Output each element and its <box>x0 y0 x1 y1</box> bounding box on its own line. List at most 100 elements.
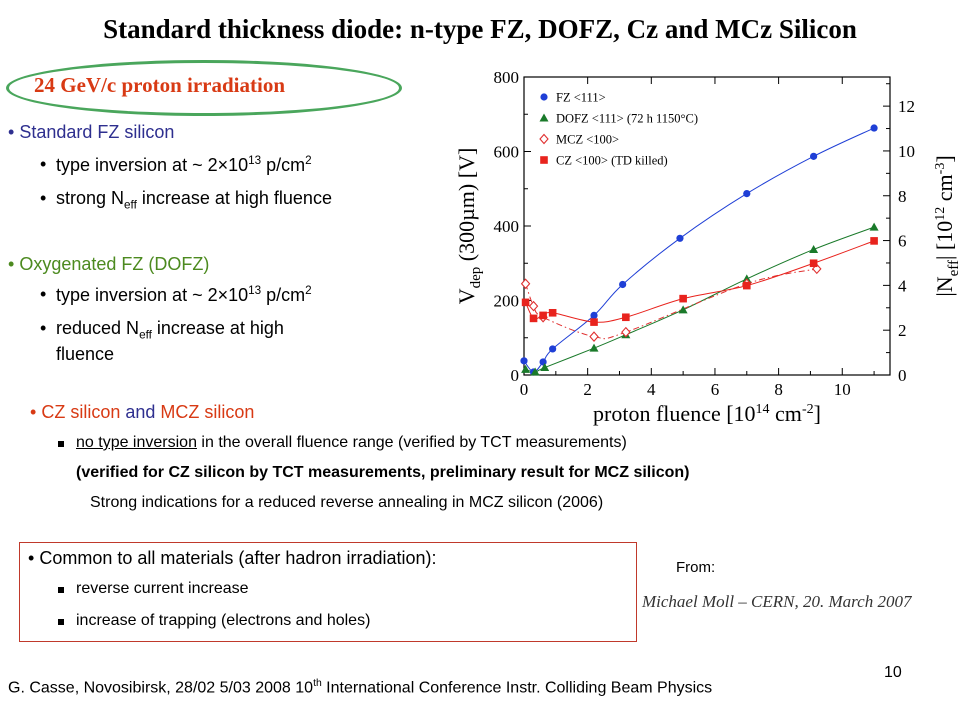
legend-marker-mcz <box>539 133 549 145</box>
subtitle-oval <box>6 60 402 116</box>
x-tick-label: 10 <box>834 380 851 399</box>
point-mcz <box>621 326 631 338</box>
bullet-dot: • <box>40 154 47 174</box>
legend-label-dofz: DOFZ <111> (72 h 1150°C) <box>556 112 698 126</box>
point-cz <box>870 237 878 245</box>
y2-tick-label: 4 <box>898 276 907 295</box>
common-heading-text: Common to all materials (after hadron ir… <box>39 548 437 568</box>
point-fz <box>539 358 547 366</box>
fz-group-heading: • Standard FZ silicon <box>8 122 174 143</box>
x-tick-label: 4 <box>647 380 656 399</box>
footer-part-b: International Conference Instr. Collidin… <box>321 679 713 697</box>
y2-tick-label: 0 <box>898 366 907 385</box>
dofz-b2-sub: eff <box>139 328 152 342</box>
dofz-b1-exponent: 13 <box>248 284 262 297</box>
point-cz <box>622 313 630 322</box>
point-fz <box>870 124 878 132</box>
fit-curve-dofz <box>525 226 875 373</box>
footer: G. Casse, Novosibirsk, 28/02 5/03 2008 1… <box>8 678 712 697</box>
point-dofz <box>678 305 688 314</box>
cz-heading-a: CZ silicon <box>41 402 121 422</box>
dofz-b1-text: type inversion at ~ 2×10 <box>56 285 249 305</box>
point-fz <box>619 280 627 289</box>
point-cz <box>529 314 538 323</box>
point-fz <box>810 152 818 160</box>
cz-group-heading: • CZ silicon and MCZ silicon <box>30 402 254 423</box>
dofz-bullet-2: • reduced Neff increase at high <box>40 318 284 342</box>
bullet-dot: • <box>40 318 47 338</box>
dofz-bullet-1: • type inversion at ~ 2×1013 p/cm2 <box>40 284 312 306</box>
data-points <box>520 124 879 376</box>
x-axis-label: proton fluence [1014 cm-2] <box>593 401 821 426</box>
point-dofz <box>530 367 540 376</box>
point-dofz <box>869 222 879 231</box>
y2-tick-label: 10 <box>898 142 915 161</box>
point-dofz <box>809 244 819 253</box>
y2-axis-label: |Neff| [1012 cm-3] <box>932 155 958 296</box>
common-heading: • Common to all materials (after hadron … <box>28 548 437 569</box>
cz-heading-b: MCZ silicon <box>160 402 255 422</box>
common-box <box>19 542 637 642</box>
chart-legend: FZ <111> DOFZ <111> (72 h 1150°C) MCZ <100… <box>539 91 698 168</box>
page-number: 10 <box>884 664 902 681</box>
point-mcz <box>528 300 539 312</box>
y-tick-label: 800 <box>494 68 520 87</box>
point-fz <box>520 357 528 365</box>
bullet-dot: • <box>40 188 47 208</box>
legend-label-fz: FZ <111> <box>556 91 606 105</box>
fit-curve-fz <box>523 127 875 373</box>
fz-bullet-1: • type inversion at ~ 2×1013 p/cm2 <box>40 154 312 176</box>
square-bullet <box>58 619 64 625</box>
square-bullet <box>58 587 64 593</box>
x-tick-label: 0 <box>520 380 529 399</box>
fz-b2-pre: strong N <box>56 188 125 208</box>
dofz-b1-unit: p/cm <box>261 285 306 305</box>
dofz-bullet-2-line2: fluence <box>56 344 115 364</box>
dofz-group-heading: • Oxygenated FZ (DOFZ) <box>8 254 209 275</box>
cz-line-1-underlined: no type inversion <box>76 434 197 451</box>
cz-line-3: Strong indications for a reduced reverse… <box>90 494 604 511</box>
cz-line-1-rest: in the overall fluence range (verified b… <box>196 434 627 451</box>
from-label: From: <box>676 559 716 576</box>
dofz-b2-pre: reduced N <box>56 318 140 338</box>
y-tick-label: 600 <box>494 143 520 162</box>
legend-marker-dofz <box>539 113 549 122</box>
fit-curve-mcz <box>525 268 817 340</box>
point-fz <box>676 234 684 242</box>
common-b1-text: reverse current increase <box>76 580 249 597</box>
fz-heading-text: Standard FZ silicon <box>19 122 175 142</box>
common-bullet-1: reverse current increase <box>58 580 249 598</box>
point-cz <box>590 318 598 326</box>
common-bullet-2: increase of trapping (electrons and hole… <box>58 612 370 630</box>
y2-tick-label: 6 <box>898 232 907 251</box>
point-dofz <box>521 364 531 373</box>
dofz-heading-text: Oxygenated FZ (DOFZ) <box>19 254 210 274</box>
point-fz <box>590 311 598 319</box>
legend-marker-fz <box>540 93 548 101</box>
depletion-voltage-chart: 0 2 4 6 8 10 0 200 400 600 800 0 2 4 6 8 10 12 FZ <111> DO… <box>458 68 958 426</box>
point-dofz <box>540 363 550 372</box>
y2-tick-label: 12 <box>898 97 915 116</box>
fz-b1-unit-exp: 2 <box>305 154 312 167</box>
y2-tick-label: 8 <box>898 187 907 206</box>
point-cz <box>521 298 530 307</box>
x-tick-label: 6 <box>711 380 720 399</box>
fit-curve-cz <box>525 240 875 323</box>
page-title: Standard thickness diode: n-type FZ, DOF… <box>103 14 857 44</box>
bullet-dot: • <box>8 122 15 142</box>
x-tick-label: 2 <box>583 380 592 399</box>
point-fz <box>743 189 751 198</box>
fz-b1-text: type inversion at ~ 2×10 <box>56 155 249 175</box>
legend-marker-cz <box>540 156 548 164</box>
y2-tick-label: 2 <box>898 321 907 340</box>
y-tick-label: 400 <box>494 217 520 236</box>
bullet-dot: • <box>8 254 15 274</box>
axis-labels: proton fluence [1014 cm-2] Vdep (300µm) [… <box>458 148 958 426</box>
subtitle: 24 GeV/c proton irradiation <box>34 73 286 97</box>
point-cz <box>742 281 751 290</box>
credit: Michael Moll – CERN, 20. March 2007 <box>642 592 912 611</box>
legend-label-mcz: MCZ <100> <box>556 133 619 147</box>
cz-heading-and: and <box>120 402 161 422</box>
legend-label-cz: CZ <100> (TD killed) <box>556 154 668 168</box>
bullet-dot: • <box>30 402 37 422</box>
